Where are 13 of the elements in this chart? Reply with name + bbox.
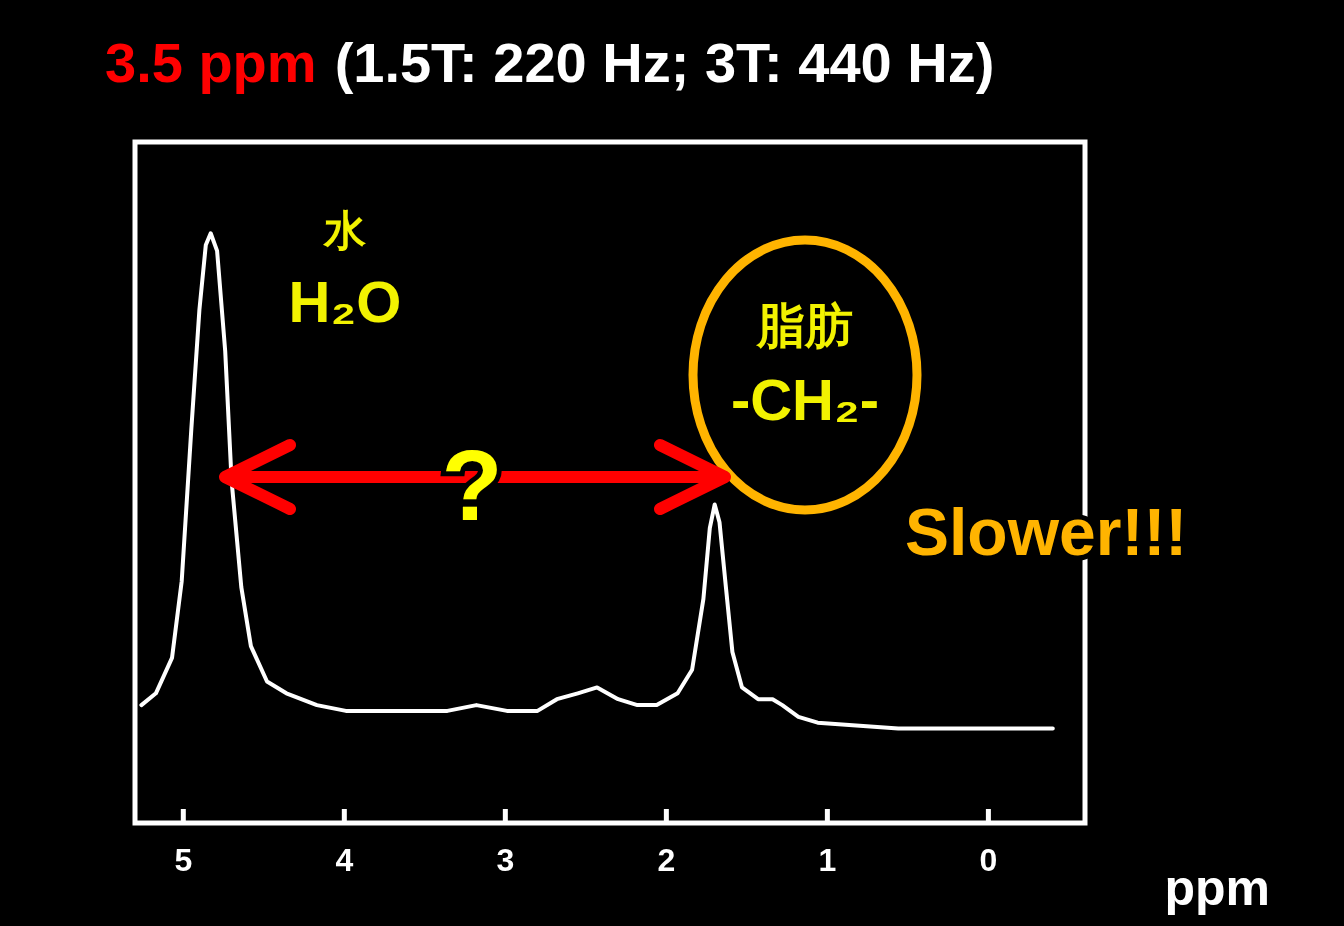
- annotation: 水: [322, 207, 366, 254]
- x-tick-label: 5: [174, 842, 193, 878]
- x-tick-label: 3: [496, 842, 515, 878]
- chart-subtitle: (1.5T: 220 Hz; 3T: 440 Hz): [334, 31, 995, 94]
- annotation: H₂O: [288, 269, 402, 334]
- x-tick-label: 4: [335, 842, 354, 878]
- x-tick-label: 0: [979, 842, 998, 878]
- x-tick-label: 2: [657, 842, 676, 878]
- chart-title: 3.5 ppm: [105, 31, 317, 94]
- annotation: -CH₂-: [730, 367, 880, 432]
- x-tick-label: 1: [818, 842, 837, 878]
- x-axis-title: ppm: [1164, 860, 1270, 916]
- annotation: 脂肪: [755, 299, 853, 352]
